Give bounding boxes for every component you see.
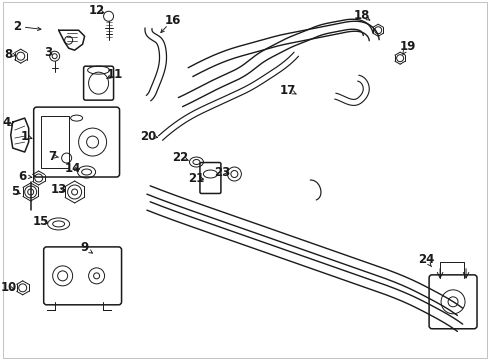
- Text: 13: 13: [50, 184, 67, 197]
- Text: 22: 22: [172, 150, 188, 163]
- Text: 24: 24: [417, 253, 433, 266]
- Text: 5: 5: [11, 185, 19, 198]
- Text: 17: 17: [280, 84, 296, 96]
- Text: 10: 10: [0, 281, 17, 294]
- Text: 4: 4: [2, 116, 11, 129]
- Text: 14: 14: [64, 162, 81, 175]
- Text: 9: 9: [81, 242, 88, 255]
- Bar: [41, 116, 68, 168]
- Text: 3: 3: [44, 46, 53, 59]
- Text: 23: 23: [214, 166, 230, 179]
- Text: 12: 12: [88, 4, 104, 17]
- Text: 6: 6: [19, 170, 27, 183]
- Text: 20: 20: [140, 130, 156, 143]
- Text: 21: 21: [188, 171, 204, 185]
- Text: 2: 2: [13, 20, 20, 33]
- Text: 18: 18: [353, 9, 369, 22]
- Text: 7: 7: [48, 149, 57, 162]
- Text: 11: 11: [106, 68, 122, 81]
- Circle shape: [25, 186, 37, 198]
- Text: 16: 16: [164, 14, 180, 27]
- Text: 8: 8: [4, 48, 13, 61]
- Text: 15: 15: [32, 215, 49, 229]
- Text: 1: 1: [20, 130, 29, 143]
- Text: 19: 19: [399, 40, 415, 53]
